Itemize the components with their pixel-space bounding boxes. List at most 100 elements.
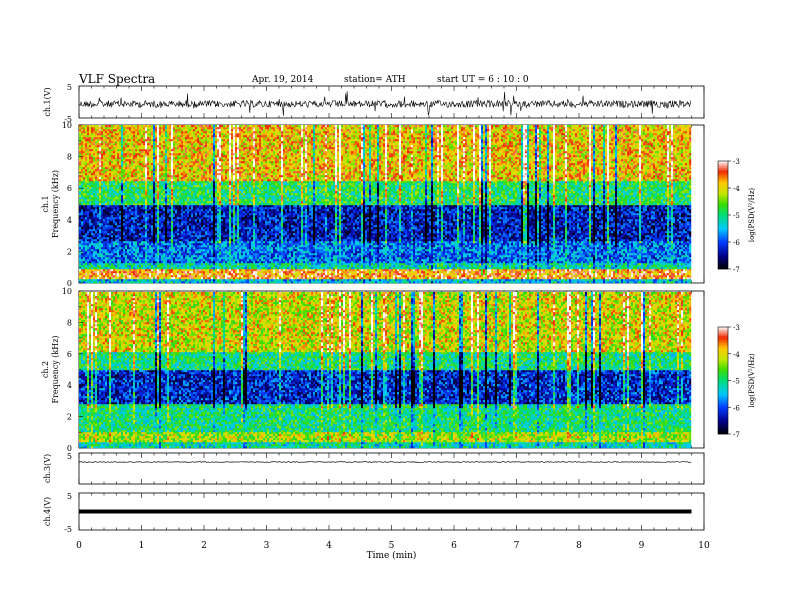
spec2-ytick-2: 2 [67, 413, 72, 422]
colorbar-segment [718, 430, 728, 432]
spec1-ytick-6: 6 [67, 184, 72, 193]
ch1-waveform-trace [79, 91, 691, 116]
colorbar-segment [718, 348, 728, 350]
colorbar-segment [718, 423, 728, 425]
colorbar-segment [718, 402, 728, 404]
ch3-ylabel: ch.3(V) [43, 454, 52, 483]
colorbar-segment [718, 233, 728, 235]
colorbar-segment [718, 363, 728, 365]
x-axis-label: Time (min) [367, 550, 417, 561]
colorbar-segment [718, 186, 728, 188]
colorbar-segment [718, 220, 728, 222]
colorbar-segment [718, 411, 728, 413]
colorbar-segment [718, 262, 728, 264]
colorbar-segment [718, 327, 728, 329]
ch4-waveform-trace [79, 510, 692, 514]
colorbar-segment [718, 361, 728, 363]
colorbar-segment [718, 379, 728, 381]
colorbar-segment [718, 391, 728, 393]
colorbar-segment [718, 166, 728, 168]
colorbar-segment [718, 350, 728, 352]
colorbar-segment [718, 208, 728, 210]
colorbar-segment [718, 429, 728, 431]
colorbar-segment [718, 258, 728, 260]
colorbar-segment [718, 163, 728, 165]
colorbar-segment [718, 215, 728, 217]
ch4-ytick-5: 5 [67, 492, 72, 501]
x-tick-label-0: 0 [76, 541, 82, 551]
colorbar-segment [718, 222, 728, 224]
colorbar-segment [718, 224, 728, 226]
colorbar-segment [718, 332, 728, 334]
colorbar-1-tick--7: -7 [733, 266, 740, 274]
colorbar-segment [718, 242, 728, 244]
spec2-ytick-8: 8 [67, 318, 72, 327]
colorbar-segment [718, 175, 728, 177]
colorbar-segment [718, 420, 728, 422]
colorbar-segment [718, 249, 728, 251]
ch1-ytick-5: 5 [67, 83, 72, 92]
spec2-ytick-10: 10 [62, 287, 72, 296]
colorbar-segment [718, 210, 728, 212]
colorbar-segment [718, 237, 728, 239]
colorbar-segment [718, 343, 728, 345]
colorbar-2-tick--4: -4 [733, 351, 740, 359]
colorbar-segment [718, 255, 728, 257]
colorbar-segment [718, 334, 728, 336]
colorbar-segment [718, 168, 728, 170]
colorbar-segment [718, 260, 728, 262]
colorbar-2-label: log(PSD(V²/Hz) [748, 353, 756, 408]
colorbar-segment [718, 253, 728, 255]
colorbar-segment [718, 170, 728, 172]
spec1-ytick-10: 10 [62, 121, 72, 130]
colorbar-segment [718, 352, 728, 354]
colorbar-segment [718, 359, 728, 361]
colorbar-segment [718, 366, 728, 368]
colorbar-segment [718, 235, 728, 237]
colorbar-segment [718, 192, 728, 194]
colorbar-segment [718, 197, 728, 199]
colorbar-segment [718, 165, 728, 167]
colorbar-1-label: log(PSD(V²/Hz) [748, 188, 756, 243]
colorbar-segment [718, 372, 728, 374]
colorbar-segment [718, 246, 728, 248]
colorbar-1-tick--6: -6 [733, 239, 740, 247]
ch4-ylabel: ch.4(V) [43, 497, 52, 526]
colorbar-segment [718, 375, 728, 377]
colorbar-segment [718, 384, 728, 386]
vlf-spectra-figure: VLF Spectra Apr. 19, 2014 station= ATH s… [0, 0, 792, 612]
colorbar-segment [718, 388, 728, 390]
colorbar-segment [718, 204, 728, 206]
colorbar-segment [718, 193, 728, 195]
colorbar-segment [718, 211, 728, 213]
colorbar-segment [718, 389, 728, 391]
colorbar-segment [718, 345, 728, 347]
colorbar-segment [718, 427, 728, 429]
colorbar-segment [718, 195, 728, 197]
colorbar-segment [718, 179, 728, 181]
colorbar-2-tick--3: -3 [733, 324, 740, 332]
spec2-ylabel-channel: ch.2 [41, 361, 50, 378]
colorbar-segment [718, 373, 728, 375]
x-tick-label-7: 7 [514, 541, 520, 551]
figure-canvas: 0 1 2 3 4 5 6 7 8 9 10Time (min)5-5ch.1(V)0246810c… [0, 0, 792, 612]
colorbar-segment [718, 377, 728, 379]
colorbar-2-tick--6: -6 [733, 404, 740, 412]
colorbar-segment [718, 264, 728, 266]
colorbar-segment [718, 238, 728, 240]
colorbar-segment [718, 409, 728, 411]
colorbar-segment [718, 404, 728, 406]
colorbar-segment [718, 395, 728, 397]
spec1-ylabel-frequency: Frequency (kHz) [51, 170, 60, 238]
colorbar-segment [718, 416, 728, 418]
colorbar-segment [718, 418, 728, 420]
colorbar-segment [718, 364, 728, 366]
colorbar-segment [718, 331, 728, 333]
colorbar-segment [718, 174, 728, 176]
colorbar-segment [718, 244, 728, 246]
x-tick-label-4: 4 [326, 541, 332, 551]
spectrogram-2 [79, 292, 691, 448]
colorbar-segment [718, 206, 728, 208]
colorbar-segment [718, 397, 728, 399]
colorbar-segment [718, 202, 728, 204]
